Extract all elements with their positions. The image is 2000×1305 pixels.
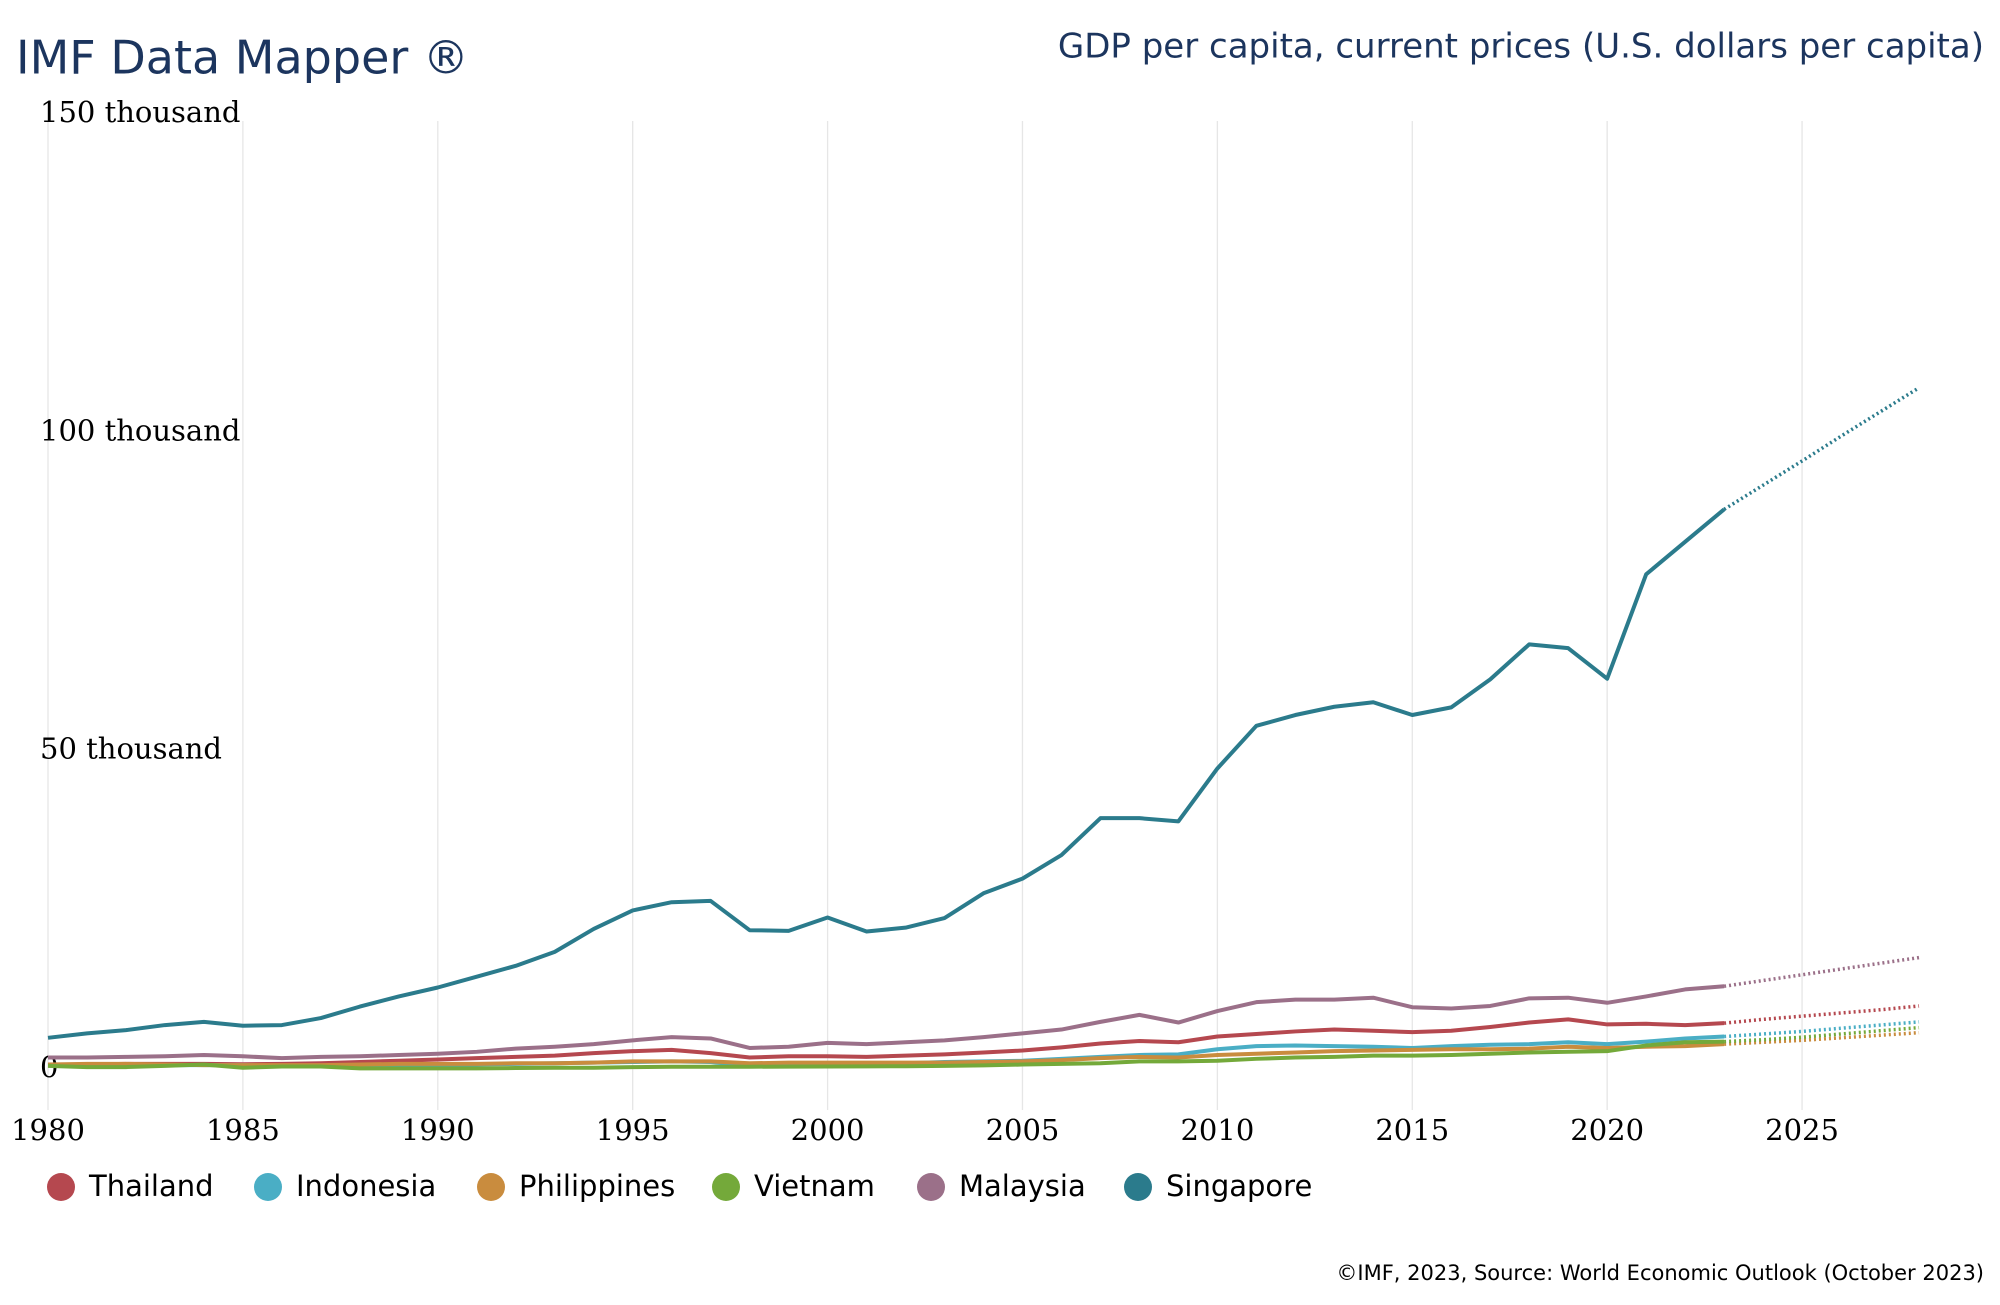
- legend-item: Thailand: [47, 1169, 214, 1203]
- projection-line: [1724, 1030, 1920, 1046]
- legend-swatch: [254, 1173, 282, 1201]
- y-tick-label: 100 thousand: [40, 413, 240, 447]
- x-tick-label: 2015: [1375, 1113, 1449, 1147]
- legend-item: Indonesia: [254, 1169, 436, 1203]
- source-note: ©IMF, 2023, Source: World Economic Outlo…: [1336, 1261, 1984, 1285]
- x-tick-label: 2010: [1180, 1113, 1254, 1147]
- legend-item: Vietnam: [712, 1169, 875, 1203]
- y-tick-label: 50 thousand: [40, 732, 222, 766]
- projection-line: [1723, 1004, 1920, 1025]
- series-line: [47, 507, 1726, 1040]
- series-line: [48, 1017, 1725, 1067]
- legend-label: Vietnam: [754, 1169, 875, 1203]
- legend-label: Thailand: [88, 1169, 214, 1203]
- x-tick-label: 1995: [596, 1113, 670, 1147]
- chart-title: IMF Data Mapper ®: [16, 31, 469, 85]
- legend-label: Indonesia: [296, 1169, 436, 1203]
- legend-swatch: [477, 1173, 505, 1201]
- legend-label: Philippines: [519, 1169, 675, 1203]
- legend-label: Singapore: [1166, 1169, 1312, 1203]
- legend-swatch: [1124, 1173, 1152, 1201]
- legend-item: Philippines: [477, 1169, 675, 1203]
- legend-item: Malaysia: [917, 1169, 1086, 1203]
- series-line: [47, 1039, 1725, 1071]
- projection-line: [1723, 955, 1920, 988]
- x-tick-label: 1990: [401, 1113, 475, 1147]
- legend-swatch: [712, 1173, 740, 1201]
- legend-label: Malaysia: [959, 1169, 1086, 1203]
- x-tick-label: 2025: [1765, 1113, 1839, 1147]
- x-tick-label: 2000: [791, 1113, 865, 1147]
- x-tick-label: 2020: [1570, 1113, 1644, 1147]
- legend-swatch: [47, 1173, 75, 1201]
- chart-subtitle: GDP per capita, current prices (U.S. dol…: [1058, 27, 1984, 67]
- legend-swatch: [917, 1173, 945, 1201]
- series-line: [48, 984, 1725, 1061]
- x-tick-label: 1980: [11, 1113, 85, 1147]
- legend-item: Singapore: [1124, 1169, 1312, 1203]
- x-tick-label: 1985: [206, 1113, 280, 1147]
- projection-line: [1723, 386, 1920, 511]
- y-tick-label: 150 thousand: [40, 95, 240, 129]
- x-tick-label: 2005: [986, 1113, 1060, 1147]
